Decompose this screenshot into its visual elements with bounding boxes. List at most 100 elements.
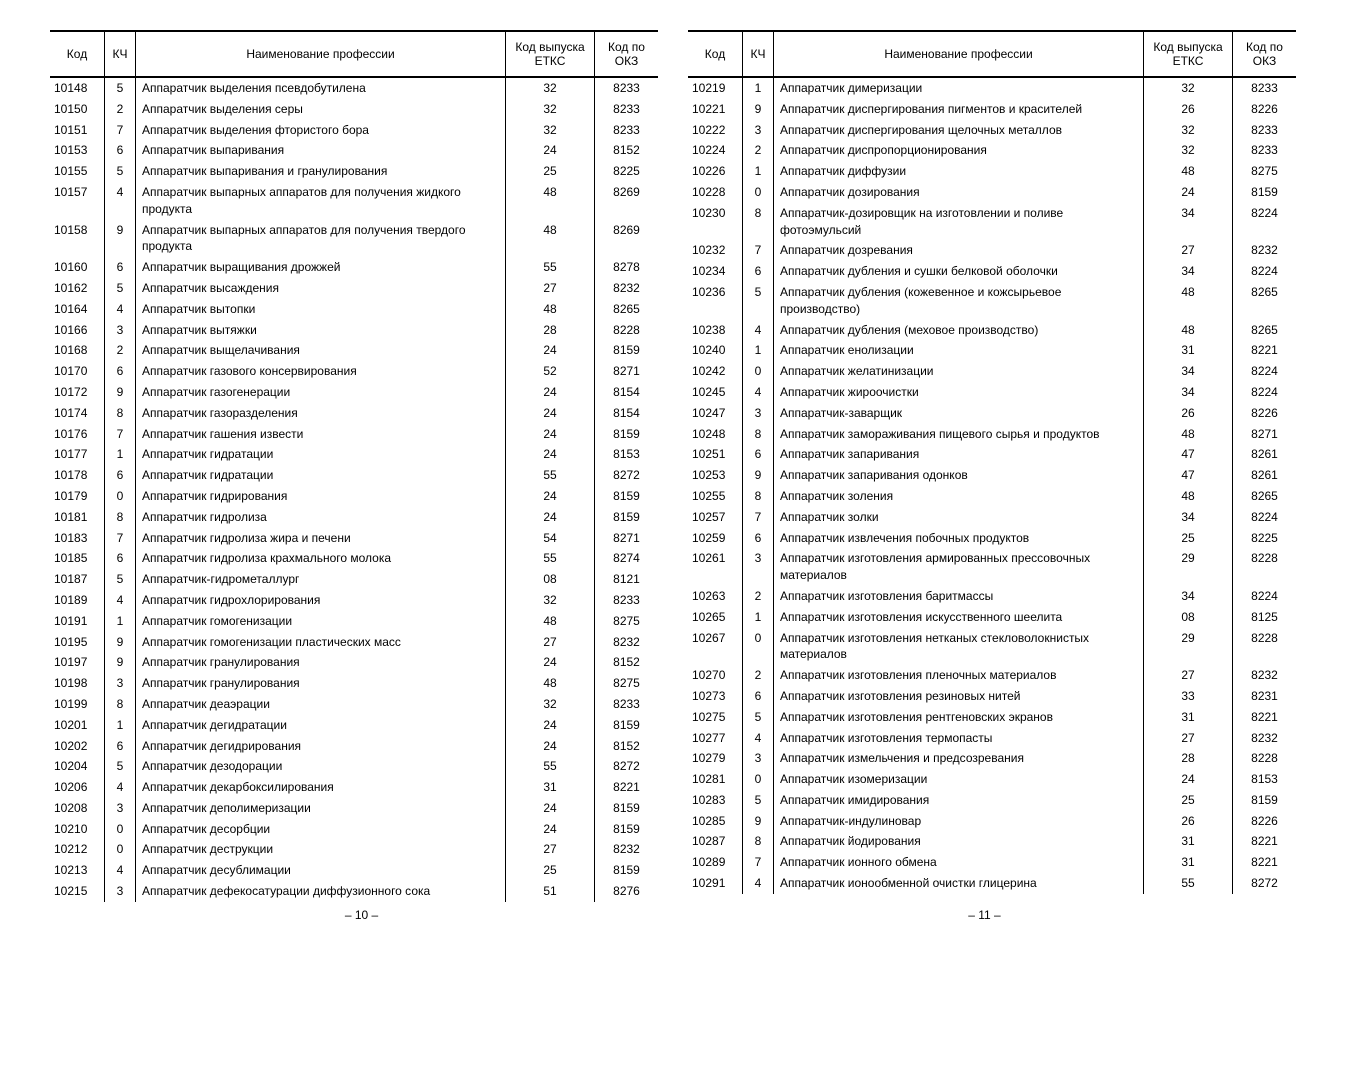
table-row: 102401Аппаратчик енолизации318221 bbox=[688, 340, 1296, 361]
cell-name: Аппаратчик газового консервирования bbox=[136, 361, 506, 382]
cell-kod: 10174 bbox=[50, 403, 105, 424]
cell-kch: 1 bbox=[743, 161, 774, 182]
cell-okz: 8121 bbox=[595, 569, 659, 590]
cell-name: Аппаратчик газогенерации bbox=[136, 382, 506, 403]
cell-etkc: 28 bbox=[1144, 748, 1233, 769]
cell-kch: 5 bbox=[105, 161, 136, 182]
cell-etkc: 24 bbox=[506, 736, 595, 757]
cell-kch: 9 bbox=[105, 382, 136, 403]
cell-kch: 1 bbox=[105, 611, 136, 632]
cell-kch: 1 bbox=[743, 607, 774, 628]
cell-okz: 8233 bbox=[1233, 140, 1297, 161]
table-row: 101589Аппаратчик выпарных аппаратов для … bbox=[50, 220, 658, 258]
cell-name: Аппаратчик гидролиза bbox=[136, 507, 506, 528]
cell-kch: 6 bbox=[743, 686, 774, 707]
cell-name: Аппаратчик выделения серы bbox=[136, 99, 506, 120]
cell-etkc: 27 bbox=[1144, 665, 1233, 686]
cell-etkc: 48 bbox=[1144, 320, 1233, 341]
table-row: 102835Аппаратчик имидирования258159 bbox=[688, 790, 1296, 811]
cell-kod: 10224 bbox=[688, 140, 743, 161]
cell-kch: 8 bbox=[743, 486, 774, 507]
table-row: 102219Аппаратчик диспергирования пигмент… bbox=[688, 99, 1296, 120]
cell-etkc: 48 bbox=[506, 673, 595, 694]
cell-okz: 8278 bbox=[595, 257, 659, 278]
cell-kod: 10189 bbox=[50, 590, 105, 611]
cell-kch: 6 bbox=[105, 257, 136, 278]
cell-name: Аппаратчик гидролиза жира и печени bbox=[136, 528, 506, 549]
cell-okz: 8265 bbox=[595, 299, 659, 320]
table-row: 102670Аппаратчик изготовления нетканых с… bbox=[688, 628, 1296, 666]
cell-kod: 10251 bbox=[688, 444, 743, 465]
cell-name: Аппаратчик выращивания дрожжей bbox=[136, 257, 506, 278]
cell-kch: 9 bbox=[105, 220, 136, 258]
table-row: 102083Аппаратчик деполимеризации248159 bbox=[50, 798, 658, 819]
table-row: 101706Аппаратчик газового консервировани… bbox=[50, 361, 658, 382]
cell-okz: 8231 bbox=[1233, 686, 1297, 707]
cell-name: Аппаратчик изготовления резиновых нитей bbox=[774, 686, 1144, 707]
cell-name: Аппаратчик гомогенизации bbox=[136, 611, 506, 632]
cell-kod: 10253 bbox=[688, 465, 743, 486]
cell-okz: 8159 bbox=[595, 819, 659, 840]
cell-kod: 10206 bbox=[50, 777, 105, 798]
table-row: 102191Аппаратчик димеризации328233 bbox=[688, 77, 1296, 99]
cell-kch: 4 bbox=[743, 382, 774, 403]
cell-etkc: 48 bbox=[1144, 282, 1233, 320]
cell-name: Аппаратчик изомеризации bbox=[774, 769, 1144, 790]
cell-okz: 8159 bbox=[595, 860, 659, 881]
cell-kod: 10187 bbox=[50, 569, 105, 590]
table-row: 101663Аппаратчик вытяжки288228 bbox=[50, 320, 658, 341]
cell-etkc: 51 bbox=[506, 881, 595, 902]
cell-okz: 8159 bbox=[595, 715, 659, 736]
table-row: 101790Аппаратчик гидрирования248159 bbox=[50, 486, 658, 507]
cell-okz: 8152 bbox=[595, 736, 659, 757]
table-row: 102026Аппаратчик дегидрирования248152 bbox=[50, 736, 658, 757]
cell-name: Аппаратчик гашения извести bbox=[136, 424, 506, 445]
cell-kch: 0 bbox=[743, 182, 774, 203]
cell-kch: 1 bbox=[105, 444, 136, 465]
cell-etkc: 08 bbox=[506, 569, 595, 590]
cell-kod: 10261 bbox=[688, 548, 743, 586]
cell-kod: 10178 bbox=[50, 465, 105, 486]
cell-kod: 10245 bbox=[688, 382, 743, 403]
cell-okz: 8269 bbox=[595, 182, 659, 220]
cell-etkc: 32 bbox=[506, 99, 595, 120]
cell-kod: 10198 bbox=[50, 673, 105, 694]
cell-kch: 9 bbox=[743, 811, 774, 832]
cell-name: Аппаратчик гомогенизации пластических ма… bbox=[136, 632, 506, 653]
table-row: 102596Аппаратчик извлечения побочных про… bbox=[688, 528, 1296, 549]
cell-name: Аппаратчик деструкции bbox=[136, 839, 506, 860]
cell-kod: 10170 bbox=[50, 361, 105, 382]
cell-etkc: 48 bbox=[506, 611, 595, 632]
cell-okz: 8159 bbox=[1233, 182, 1297, 203]
cell-etkc: 55 bbox=[506, 465, 595, 486]
cell-kch: 8 bbox=[743, 424, 774, 445]
cell-okz: 8221 bbox=[1233, 852, 1297, 873]
cell-name: Аппаратчик диспропорционирования bbox=[774, 140, 1144, 161]
cell-name: Аппаратчик высаждения bbox=[136, 278, 506, 299]
cell-okz: 8233 bbox=[1233, 77, 1297, 99]
cell-kch: 0 bbox=[105, 839, 136, 860]
table-row: 102774Аппаратчик изготовления термопасты… bbox=[688, 728, 1296, 749]
cell-etkc: 34 bbox=[1144, 261, 1233, 282]
cell-kch: 4 bbox=[105, 860, 136, 881]
cell-okz: 8153 bbox=[1233, 769, 1297, 790]
table-row: 102914Аппаратчик ионообменной очистки гл… bbox=[688, 873, 1296, 894]
cell-kch: 3 bbox=[105, 798, 136, 819]
cell-name: Аппаратчик гранулирования bbox=[136, 652, 506, 673]
cell-etkc: 31 bbox=[1144, 340, 1233, 361]
table-row: 102736Аппаратчик изготовления резиновых … bbox=[688, 686, 1296, 707]
cell-name: Аппаратчик декарбоксилирования bbox=[136, 777, 506, 798]
table-row: 102793Аппаратчик измельчения и предсозре… bbox=[688, 748, 1296, 769]
cell-name: Аппаратчик изготовления армированных пре… bbox=[774, 548, 1144, 586]
cell-etkc: 34 bbox=[1144, 507, 1233, 528]
th-okz: Код по ОКЗ bbox=[1233, 31, 1297, 77]
cell-kch: 7 bbox=[105, 120, 136, 141]
th-kch: КЧ bbox=[105, 31, 136, 77]
cell-kod: 10204 bbox=[50, 756, 105, 777]
cell-okz: 8159 bbox=[595, 507, 659, 528]
cell-name: Аппаратчик дубления (кожевенное и кожсыр… bbox=[774, 282, 1144, 320]
cell-kod: 10179 bbox=[50, 486, 105, 507]
cell-okz: 8153 bbox=[595, 444, 659, 465]
cell-kch: 3 bbox=[743, 120, 774, 141]
page-number-right: – 11 – bbox=[673, 908, 1296, 922]
